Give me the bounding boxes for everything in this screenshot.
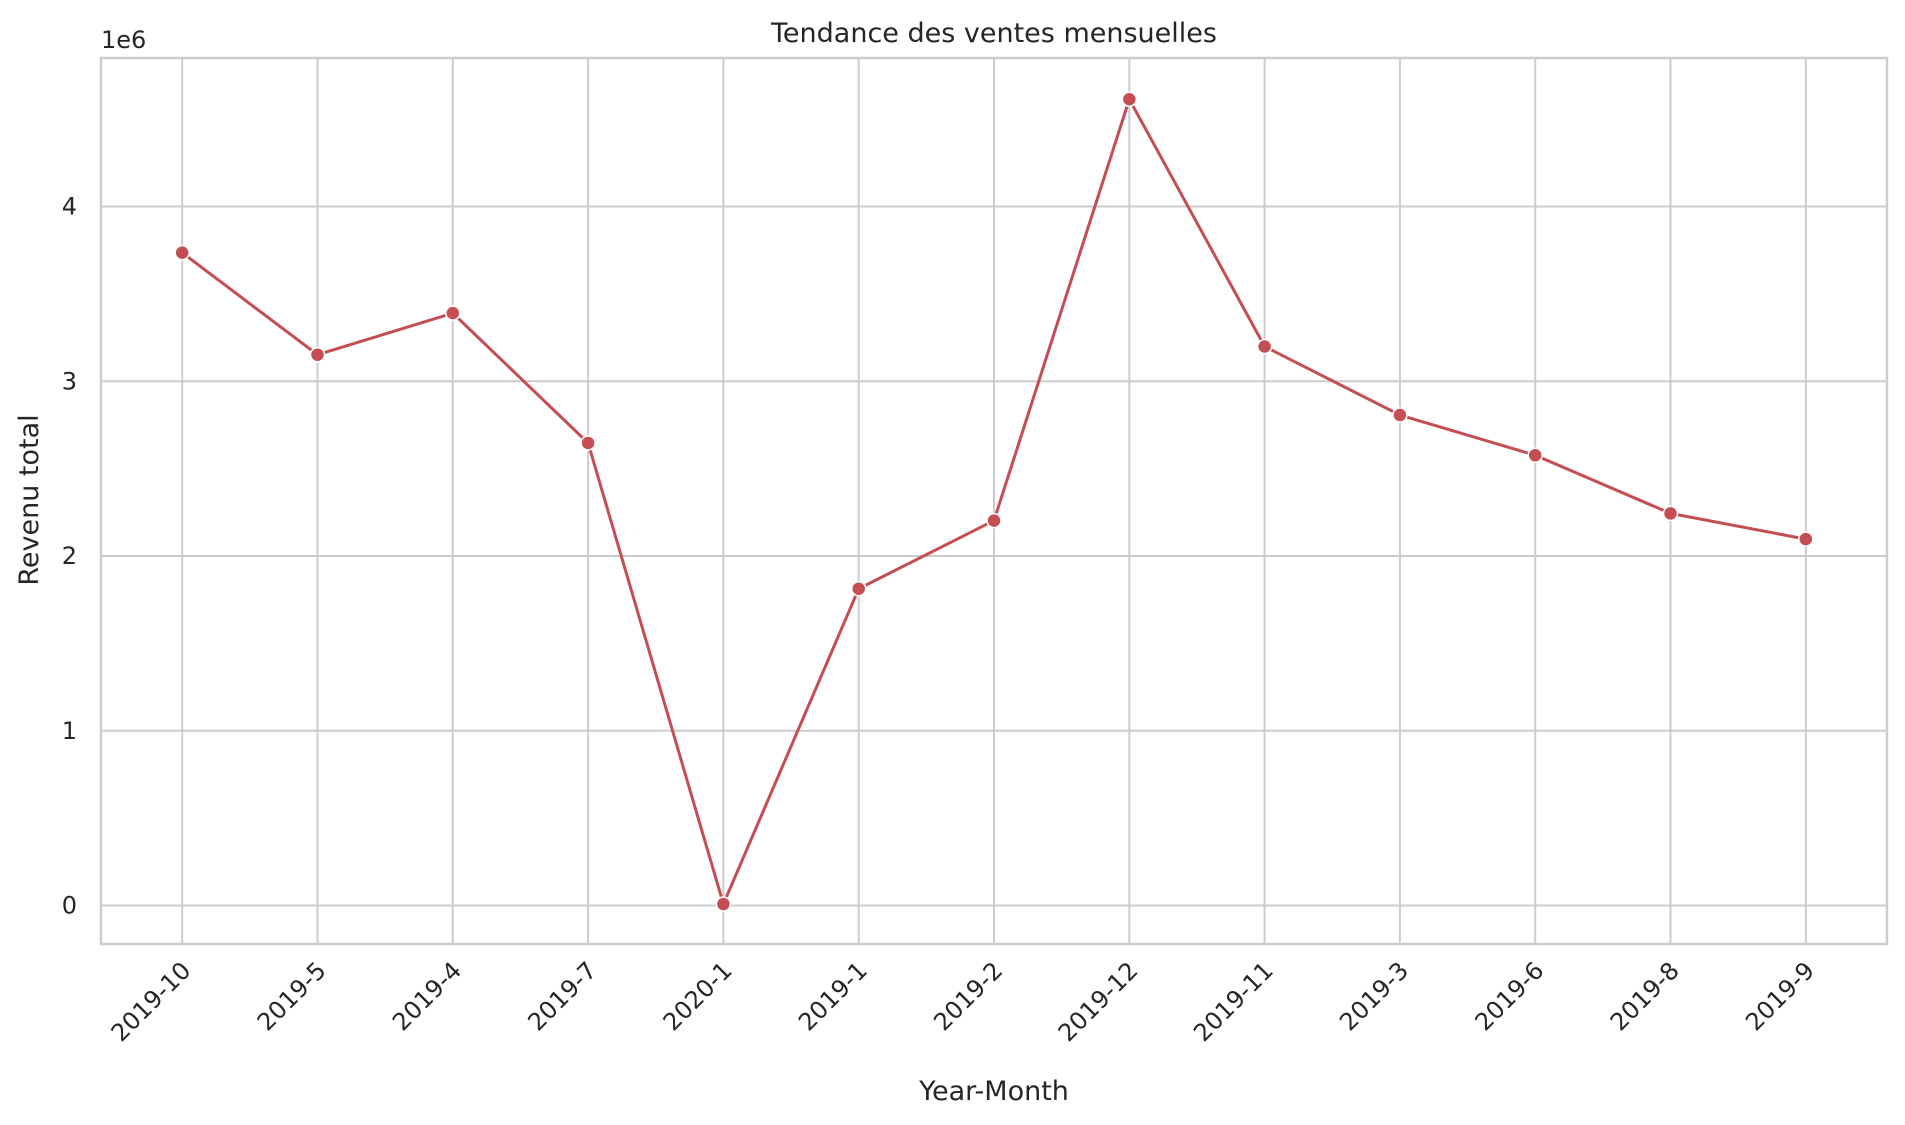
data-point — [715, 896, 732, 912]
y-tick-label: 4 — [62, 193, 77, 221]
y-tick-label: 2 — [62, 542, 77, 570]
data-point — [1798, 531, 1814, 547]
data-point — [1527, 447, 1543, 463]
data-point — [445, 305, 461, 321]
grid-layer — [101, 58, 1887, 944]
data-point — [850, 580, 867, 597]
data-point — [174, 244, 190, 261]
data-point — [580, 435, 596, 451]
y-tick-label: 3 — [62, 367, 77, 395]
y-offset-label: 1e6 — [101, 26, 146, 54]
data-point — [1662, 505, 1679, 522]
data-point — [1392, 407, 1408, 423]
data-point — [309, 346, 326, 363]
series-layer — [174, 91, 1814, 912]
y-tick-label: 1 — [62, 717, 77, 745]
x-axis-label: Year-Month — [918, 1076, 1069, 1107]
plot-frame — [99, 56, 1889, 946]
chart-title: Tendance des ventes mensuelles — [770, 18, 1217, 49]
y-axis-label: Revenu total — [14, 414, 45, 585]
data-point — [1256, 338, 1273, 355]
data-point — [1121, 91, 1138, 107]
y-tick-labels: 0 1 2 3 4 — [62, 193, 77, 920]
y-tick-label: 0 — [62, 892, 77, 920]
data-point — [986, 512, 1002, 529]
